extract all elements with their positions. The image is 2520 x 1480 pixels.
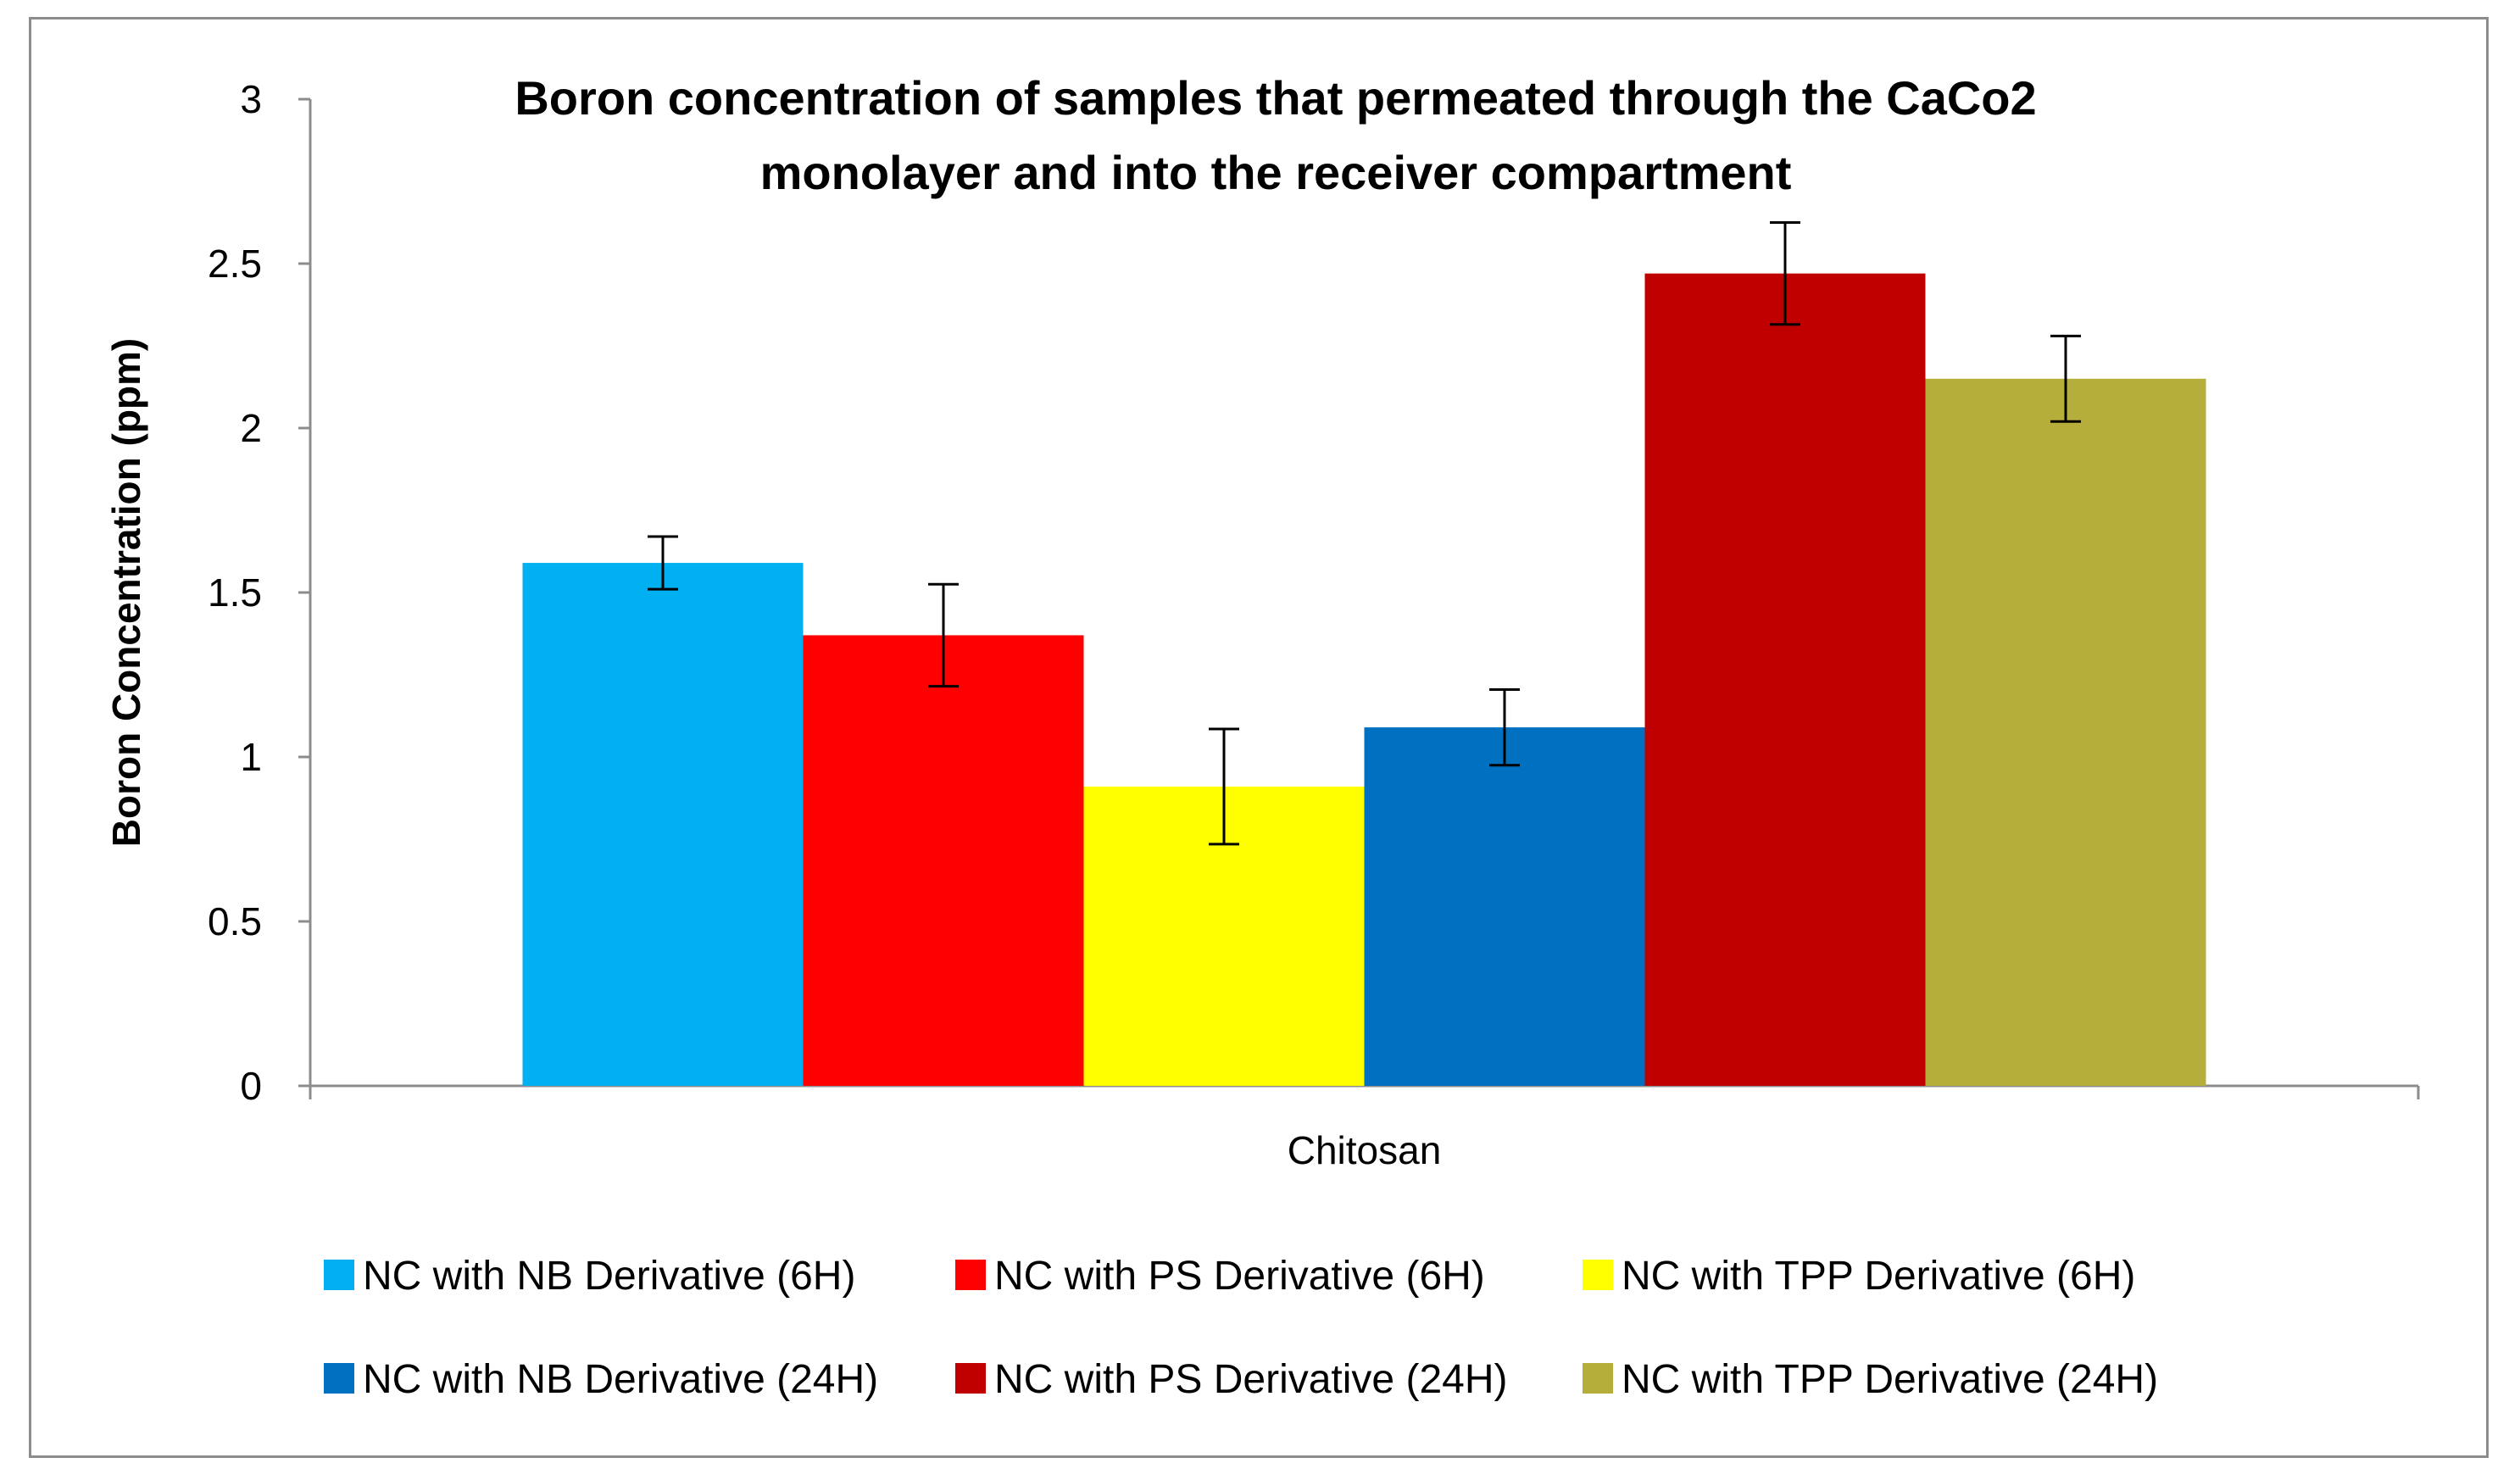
bar [522, 563, 804, 1086]
y-tick-label: 1.5 [208, 570, 262, 615]
legend-swatch [324, 1260, 354, 1290]
category-labels: Chitosan [1288, 1128, 1442, 1172]
legend: NC with NB Derivative (6H) NC with PS Der… [324, 1254, 2158, 1402]
legend-swatch [1583, 1260, 1613, 1290]
chart-svg: Boron concentration of samples that perm… [104, 71, 2420, 1402]
y-tick-label: 2 [240, 406, 262, 450]
y-axis-title: Boron Concentration (ppm) [104, 338, 148, 848]
chart-title: Boron concentration of samples that perm… [515, 71, 2036, 199]
legend-swatch [955, 1260, 986, 1290]
legend-label: NC with TPP Derivative (6H) [1622, 1254, 2135, 1299]
y-tick-label: 0 [240, 1064, 262, 1108]
legend-label: NC with NB Derivative (24H) [363, 1357, 878, 1402]
legend-label: NC with PS Derivative (24H) [994, 1357, 1507, 1402]
error-bars [648, 221, 2081, 846]
bars [522, 273, 2206, 1086]
legend-label: NC with TPP Derivative (24H) [1622, 1357, 2158, 1402]
legend-label: NC with NB Derivative (6H) [363, 1254, 855, 1299]
x-category-label: Chitosan [1288, 1128, 1442, 1172]
legend-label: NC with PS Derivative (6H) [994, 1254, 1485, 1299]
y-tick-label: 0.5 [208, 899, 262, 943]
bar [1644, 273, 1926, 1086]
y-tick-label: 3 [240, 77, 262, 121]
chart-title-line: Boron concentration of samples that perm… [515, 71, 2036, 125]
legend-swatch [1583, 1363, 1613, 1394]
legend-swatch [955, 1363, 986, 1394]
y-axis-title-text: Boron Concentration (ppm) [104, 338, 148, 848]
chart-frame: Boron concentration of samples that perm… [29, 17, 2489, 1458]
bar [1925, 378, 2206, 1086]
y-tick-label: 1 [240, 735, 262, 779]
y-tick-label: 2.5 [208, 242, 262, 286]
bar [803, 635, 1084, 1086]
bar [1364, 727, 1645, 1086]
legend-swatch [324, 1363, 354, 1394]
chart-title-line: monolayer and into the receiver compartm… [760, 146, 1792, 199]
